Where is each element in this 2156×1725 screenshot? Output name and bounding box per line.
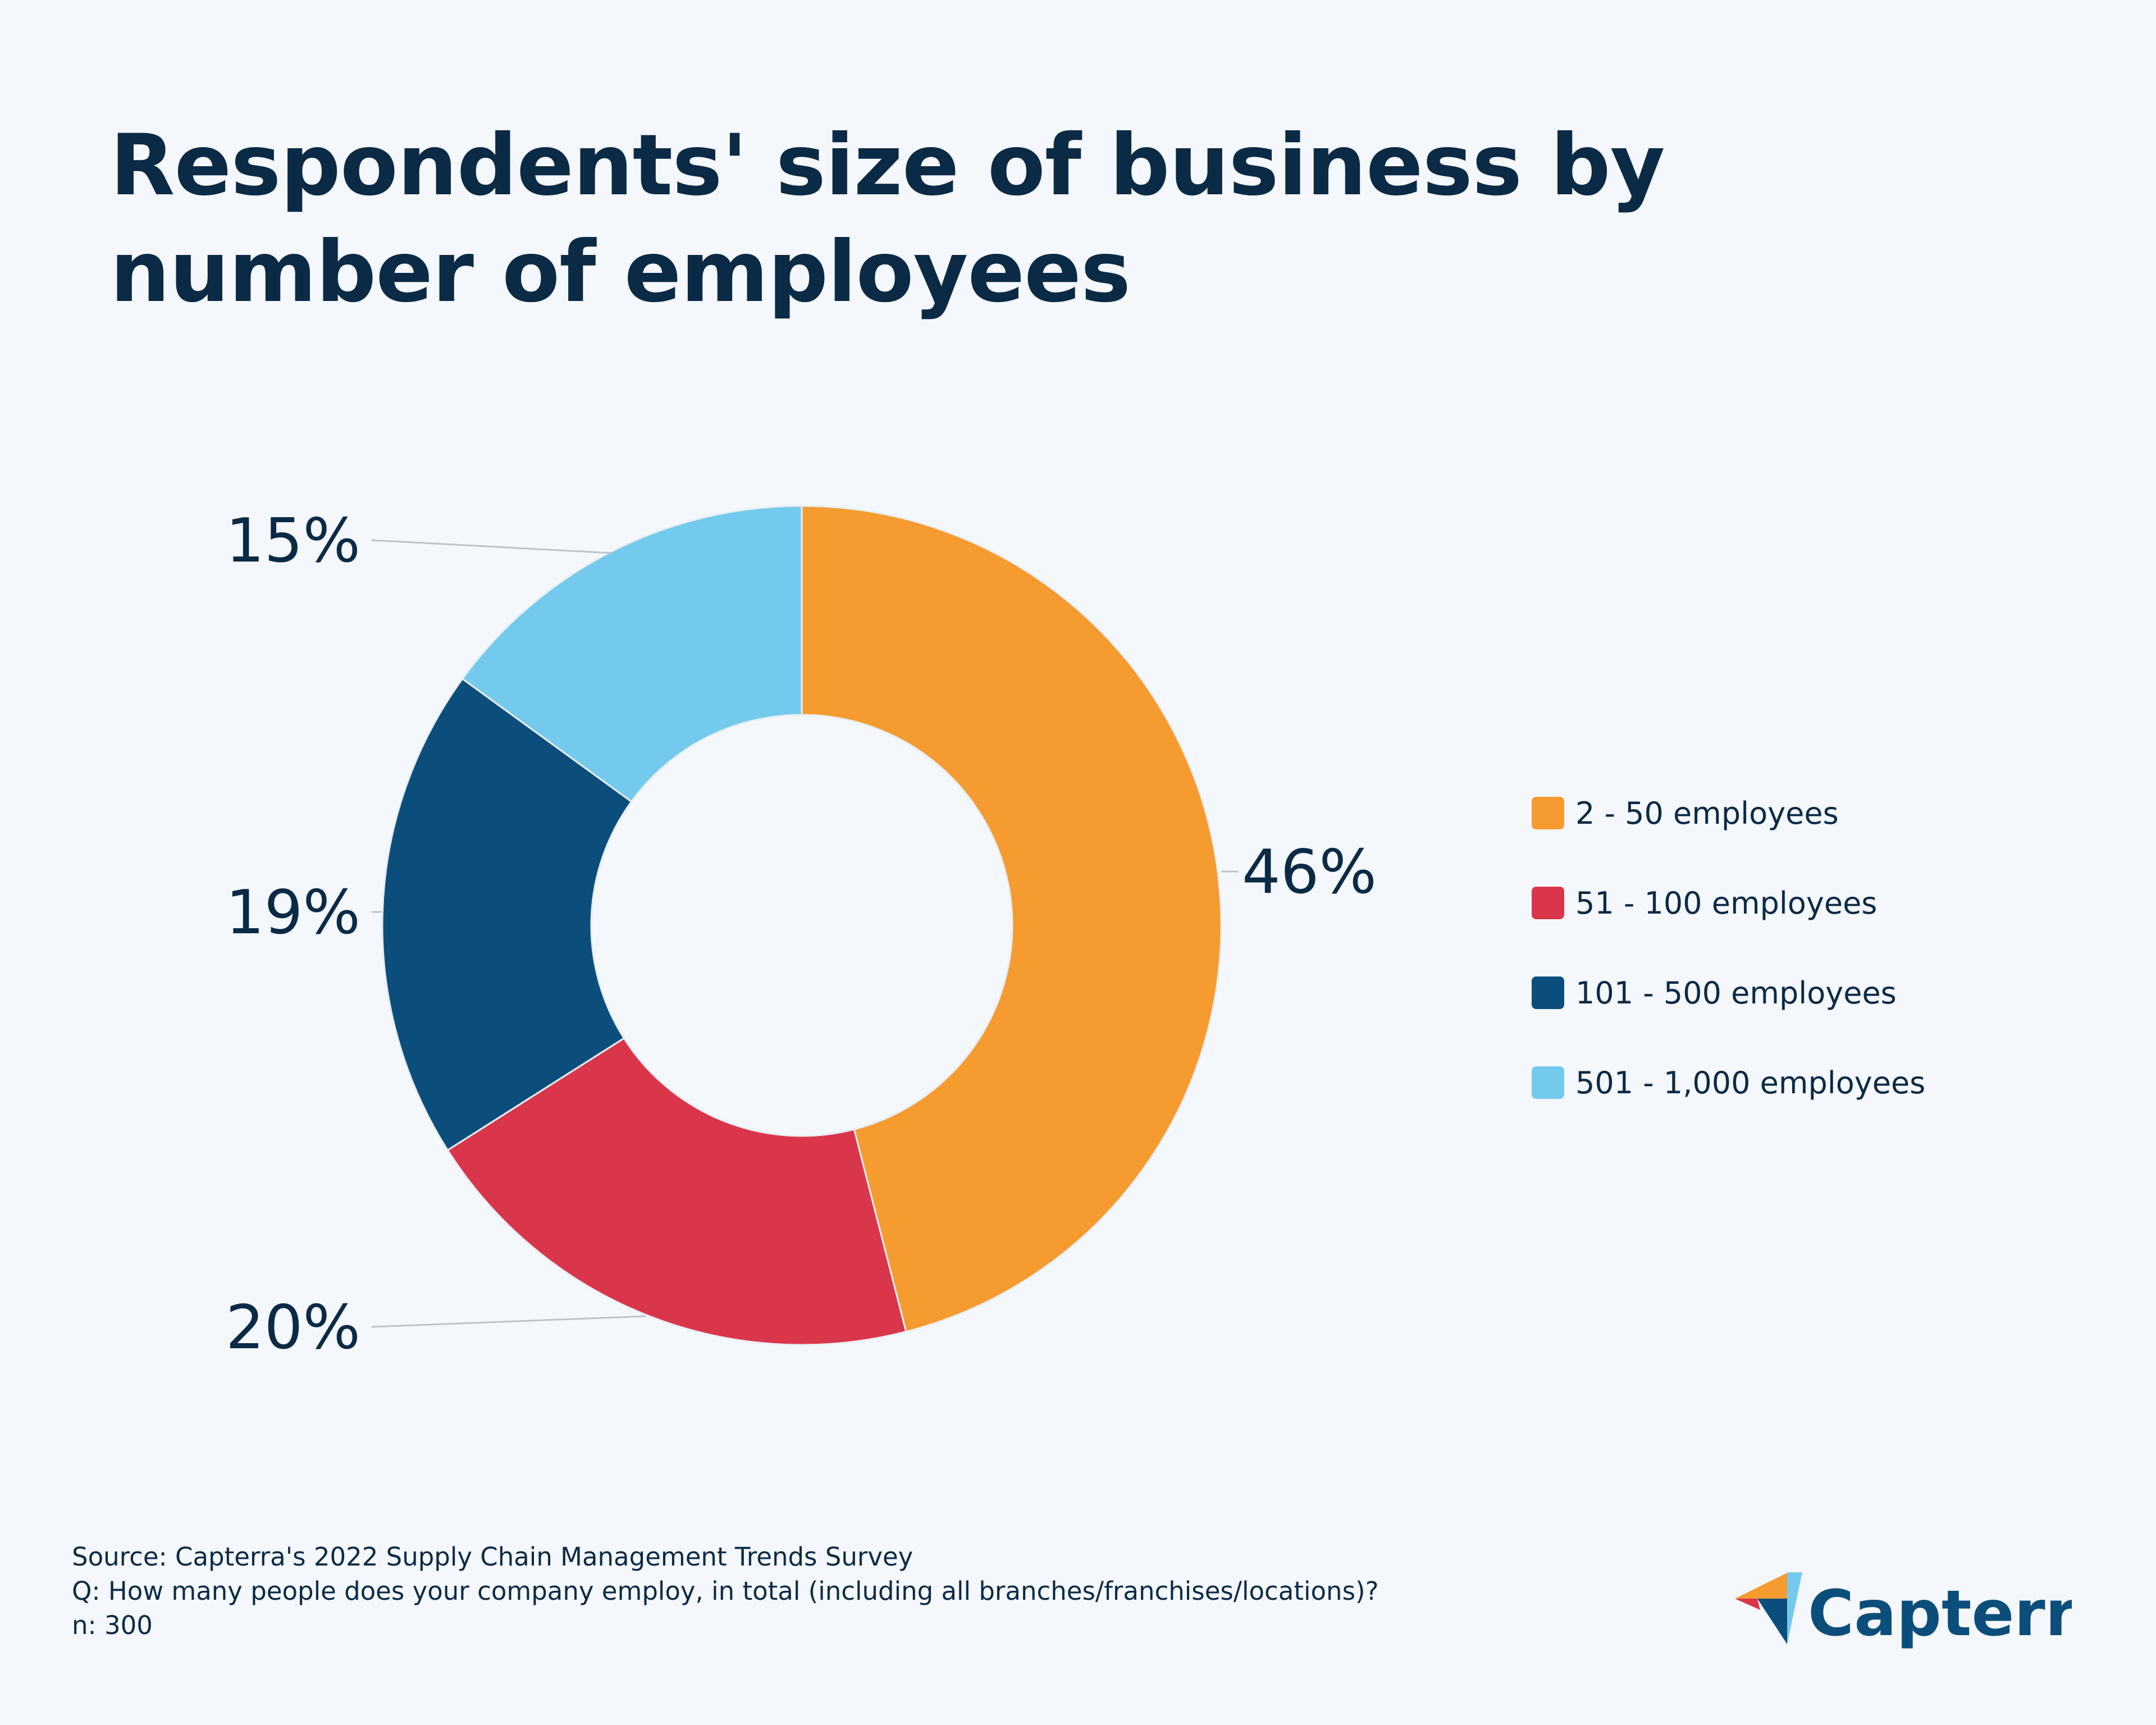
- chart-title: Respondents' size of business by number …: [110, 117, 1665, 321]
- legend-swatch: [1532, 976, 1564, 1009]
- legend-label: 2 - 50 employees: [1575, 795, 1839, 831]
- sample-size: n: 300: [72, 1610, 153, 1640]
- svg-text:Capterra: Capterra: [1808, 1577, 2072, 1650]
- legend-item: 501 - 1,000 employees: [1532, 1038, 1925, 1128]
- legend-swatch: [1532, 797, 1564, 829]
- legend-label: 101 - 500 employees: [1575, 975, 1897, 1011]
- legend-item: 2 - 50 employees: [1532, 768, 1925, 858]
- slice-3: [461, 505, 803, 803]
- source-note: Source: Capterra's 2022 Supply Chain Man…: [72, 1542, 913, 1572]
- data-label: 19%: [226, 878, 360, 948]
- legend-label: 51 - 100 employees: [1575, 885, 1878, 921]
- legend-swatch: [1532, 1066, 1564, 1099]
- slice-2: [381, 677, 633, 1152]
- slice-1: [446, 1037, 907, 1346]
- data-label: 15%: [226, 506, 360, 576]
- legend-swatch: [1532, 887, 1564, 919]
- leader-line: [371, 1315, 646, 1328]
- legend: 2 - 50 employees 51 - 100 employees 101 …: [1532, 768, 1925, 1128]
- data-label: 20%: [226, 1293, 360, 1363]
- leader-line: [371, 539, 613, 554]
- capterra-logo: Capterra: [1735, 1572, 2072, 1650]
- legend-item: 51 - 100 employees: [1532, 858, 1925, 948]
- legend-label: 501 - 1,000 employees: [1575, 1065, 1926, 1101]
- footer-notes: Source: Capterra's 2022 Supply Chain Man…: [72, 1540, 1378, 1642]
- legend-item: 101 - 500 employees: [1532, 948, 1925, 1038]
- question-note: Q: How many people does your company emp…: [72, 1576, 1379, 1606]
- slice-0: [801, 505, 1222, 1333]
- data-label: 46%: [1242, 837, 1377, 907]
